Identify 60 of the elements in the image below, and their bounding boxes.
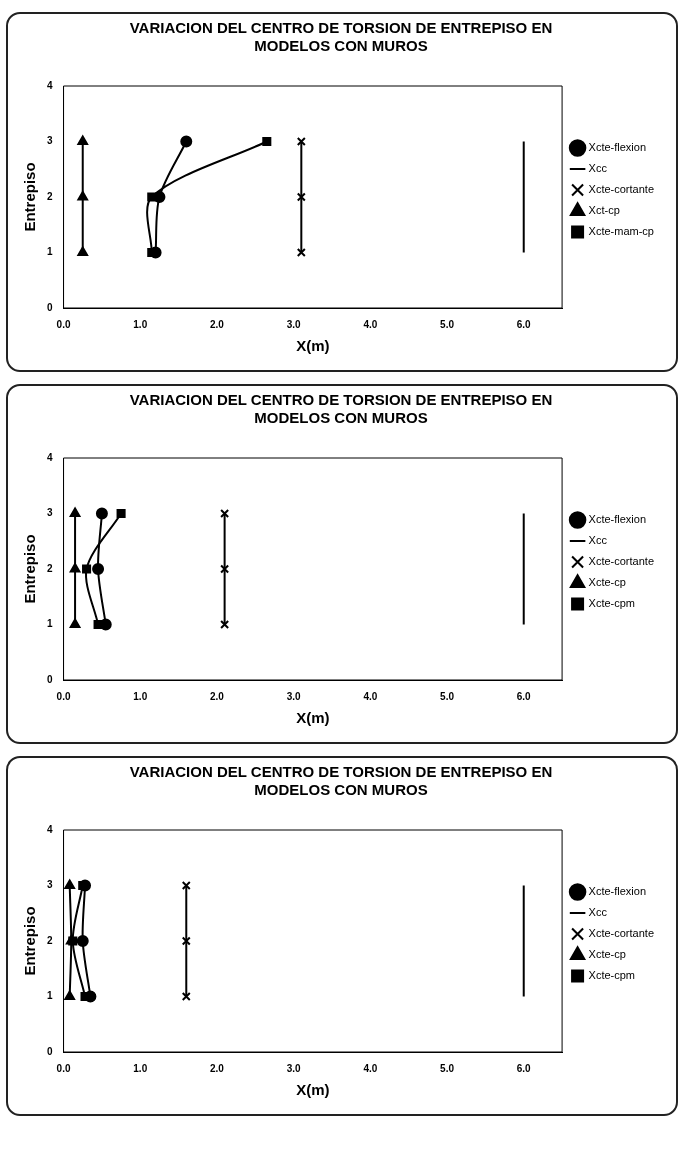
y-tick-label: 4 <box>47 823 53 835</box>
x-tick-label: 1.0 <box>133 318 148 330</box>
y-tick-label: 3 <box>47 135 53 147</box>
legend-label: Xcte-cp <box>588 576 626 589</box>
x-tick-label: 3.0 <box>286 318 302 330</box>
x-tick-label: 0.0 <box>56 690 71 702</box>
x-tick-label: 2.0 <box>210 690 225 702</box>
x-tick-label: 5.0 <box>440 1062 455 1074</box>
x-axis-title: X(m) <box>296 1081 330 1099</box>
legend-label: Xcte-cp <box>588 948 626 961</box>
y-tick-label: 1 <box>47 246 53 258</box>
legend-label: Xcte-flexion <box>588 885 647 898</box>
y-tick-label: 2 <box>47 190 53 202</box>
legend-label: Xcte-mam-cp <box>588 225 654 238</box>
x-tick-label: 5.0 <box>440 318 455 330</box>
legend-label: Xct-cp <box>588 204 620 217</box>
legend-label: Xcte-cpm <box>588 597 636 610</box>
x-tick-label: 1.0 <box>133 690 148 702</box>
x-tick-label: 5.0 <box>440 690 455 702</box>
x-axis-title: X(m) <box>296 337 330 355</box>
chart-title: VARIACION DEL CENTRO DE TORSION DE ENTREPISO EN MODELOS CON MUROS <box>129 391 553 427</box>
legend-label: Xcte-cortante <box>588 183 654 196</box>
y-tick-label: 1 <box>47 618 53 630</box>
x-tick-label: 4.0 <box>363 690 378 702</box>
x-tick-label: 0.0 <box>56 318 71 330</box>
legend-label: Xcte-cpm <box>588 969 636 982</box>
y-tick-label: 3 <box>47 879 53 891</box>
x-tick-label: 0.0 <box>56 1062 71 1074</box>
chart-title: VARIACION DEL CENTRO DE TORSION DE ENTREPISO EN MODELOS CON MUROS <box>129 763 553 799</box>
x-tick-label: 4.0 <box>363 1062 378 1074</box>
legend-label: Xcte-cortante <box>588 555 654 568</box>
x-tick-label: 1.0 <box>133 1062 148 1074</box>
x-tick-label: 4.0 <box>363 318 378 330</box>
y-tick-label: 1 <box>47 990 53 1002</box>
legend-label: Xcc <box>588 534 608 547</box>
x-tick-label: 6.0 <box>516 1062 532 1074</box>
y-tick-label: 4 <box>47 451 53 463</box>
chart-title: VARIACION DEL CENTRO DE TORSION DE ENTREPISO EN MODELOS CON MUROS <box>129 19 553 55</box>
x-tick-label: 2.0 <box>210 1062 225 1074</box>
legend-label: Xcte-flexion <box>588 513 647 526</box>
y-tick-label: 0 <box>47 301 53 313</box>
y-axis-title: Entrepiso <box>21 534 39 604</box>
y-axis-title: Entrepiso <box>21 162 39 232</box>
x-tick-label: 3.0 <box>286 690 302 702</box>
y-tick-label: 0 <box>47 673 53 685</box>
y-tick-label: 2 <box>47 562 53 574</box>
x-tick-label: 6.0 <box>516 318 532 330</box>
x-tick-label: 2.0 <box>210 318 225 330</box>
legend-label: Xcte-flexion <box>588 141 647 154</box>
legend-label: Xcc <box>588 162 608 175</box>
x-tick-label: 3.0 <box>286 1062 302 1074</box>
y-tick-label: 0 <box>47 1045 53 1057</box>
legend-label: Xcte-cortante <box>588 927 654 940</box>
y-tick-label: 2 <box>47 934 53 946</box>
legend-label: Xcc <box>588 906 608 919</box>
x-axis-title: X(m) <box>296 709 330 727</box>
x-tick-label: 6.0 <box>516 690 532 702</box>
y-axis-title: Entrepiso <box>21 906 39 976</box>
y-tick-label: 4 <box>47 79 53 91</box>
y-tick-label: 3 <box>47 507 53 519</box>
